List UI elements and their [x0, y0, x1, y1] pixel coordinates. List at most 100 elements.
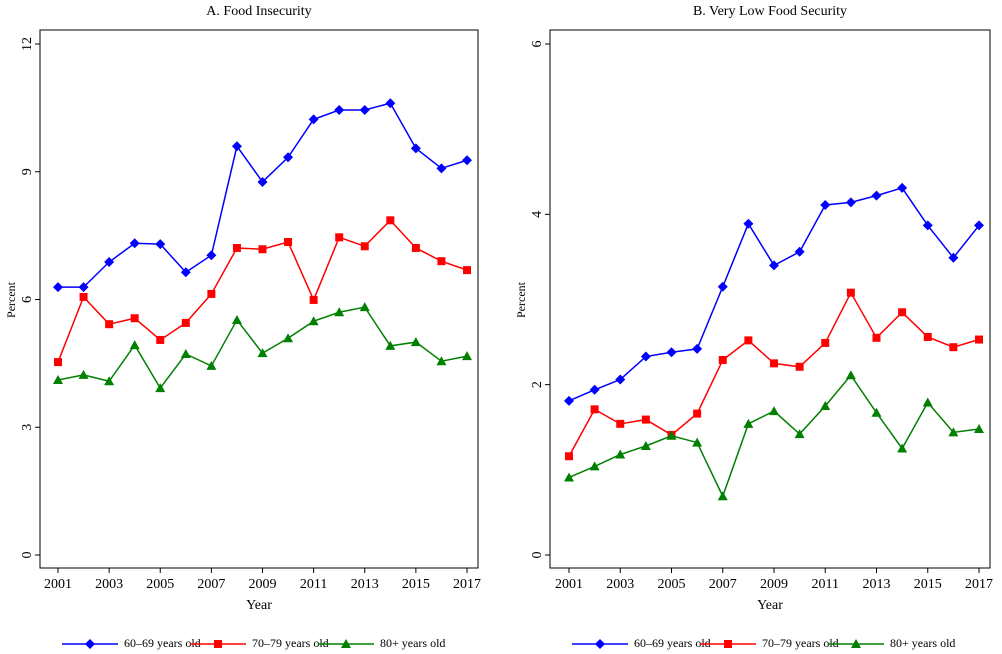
marker: [769, 260, 779, 271]
marker: [565, 452, 573, 461]
x-tick-label: 2013: [863, 577, 891, 592]
x-tick-label: 2001: [555, 577, 583, 592]
x-tick-label: 2011: [812, 577, 839, 592]
marker: [794, 246, 805, 257]
marker: [871, 407, 882, 417]
marker: [85, 639, 95, 649]
marker: [105, 320, 114, 329]
marker: [948, 252, 959, 263]
x-tick-label: 2005: [658, 577, 686, 592]
y-tick-label: 12: [20, 37, 35, 51]
marker: [616, 419, 625, 428]
marker: [615, 449, 626, 459]
marker: [411, 243, 420, 252]
marker: [820, 199, 831, 210]
marker: [640, 440, 651, 450]
series-line: [568, 291, 980, 457]
marker: [78, 282, 89, 293]
marker: [851, 639, 861, 648]
marker: [948, 427, 959, 437]
marker: [231, 314, 242, 324]
marker: [181, 318, 190, 327]
marker: [334, 105, 345, 116]
marker: [589, 384, 600, 395]
marker: [922, 397, 933, 407]
marker: [309, 295, 318, 304]
marker: [922, 220, 933, 231]
x-tick-label: 2003: [95, 577, 123, 592]
x-tick-label: 2011: [300, 577, 327, 592]
plot-frame: [39, 29, 479, 569]
marker: [206, 360, 217, 370]
chart-title: B. Very Low Food Security: [693, 4, 847, 19]
marker: [283, 152, 294, 163]
marker: [821, 338, 830, 347]
marker: [385, 340, 396, 350]
marker: [214, 640, 222, 648]
marker: [410, 143, 421, 154]
marker: [232, 243, 241, 252]
marker: [845, 197, 856, 208]
marker: [795, 362, 804, 371]
marker: [717, 281, 728, 292]
x-tick-label: 2015: [402, 577, 430, 592]
marker: [615, 374, 626, 385]
marker: [641, 415, 650, 424]
marker: [640, 351, 651, 362]
legend-label: 60–69 years old: [124, 636, 201, 650]
marker: [104, 376, 115, 386]
marker: [898, 308, 907, 317]
marker: [462, 351, 472, 361]
marker: [564, 395, 574, 406]
marker: [897, 182, 908, 193]
marker: [130, 314, 139, 323]
y-tick-label: 3: [20, 424, 35, 431]
marker: [104, 257, 115, 268]
marker: [385, 98, 396, 109]
marker: [359, 105, 370, 116]
marker: [308, 114, 319, 125]
marker: [595, 639, 605, 649]
marker: [743, 418, 754, 428]
marker: [770, 359, 778, 368]
marker: [692, 343, 703, 354]
x-tick-label: 2009: [760, 577, 788, 592]
legend-label: 70–79 years old: [762, 636, 839, 650]
y-axis-label: Percent: [4, 281, 18, 318]
y-axis-label: Percent: [514, 281, 528, 318]
x-tick-label: 2003: [606, 577, 634, 592]
marker: [258, 245, 267, 254]
marker: [231, 141, 242, 152]
marker: [718, 355, 727, 364]
legend-label: 60–69 years old: [634, 636, 711, 650]
marker: [717, 491, 728, 501]
marker: [341, 639, 351, 648]
marker: [724, 640, 732, 648]
marker: [692, 437, 703, 447]
marker: [769, 406, 779, 416]
series-line: [568, 374, 980, 499]
marker: [284, 238, 293, 247]
marker: [155, 383, 166, 393]
marker: [975, 335, 983, 344]
x-axis-label: Year: [757, 598, 783, 613]
x-tick-label: 2007: [197, 577, 225, 592]
marker: [207, 289, 216, 298]
marker: [335, 233, 344, 242]
marker: [923, 332, 932, 341]
marker: [666, 347, 677, 358]
marker: [53, 282, 63, 293]
marker: [257, 348, 268, 358]
marker: [846, 288, 855, 297]
series-line: [57, 219, 468, 363]
marker: [129, 340, 140, 350]
marker: [564, 472, 574, 482]
marker: [386, 216, 395, 225]
marker: [794, 429, 805, 439]
y-tick-label: 4: [530, 211, 545, 218]
y-tick-label: 9: [20, 168, 35, 175]
marker: [436, 356, 447, 366]
marker: [744, 336, 753, 345]
x-tick-label: 2015: [914, 577, 942, 592]
